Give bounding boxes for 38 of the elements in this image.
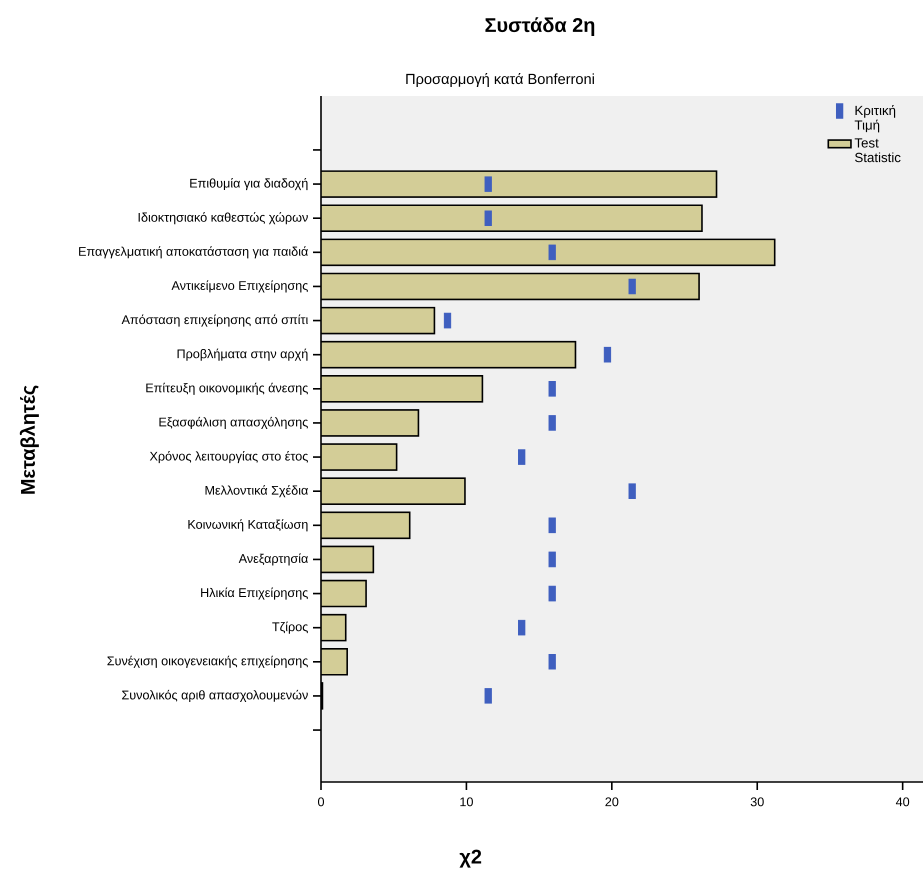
- y-tick-label: Συνολικός αριθ απασχολουμενών: [122, 690, 308, 702]
- y-tick-label: Προβλήματα στην αρχή: [178, 348, 308, 361]
- y-tick-label: Ανεξαρτησία: [238, 553, 308, 566]
- y-tick-label: Επιθυμία για διαδοχή: [190, 178, 308, 190]
- x-tick-label: 30: [750, 797, 764, 806]
- y-tick-label: Ηλικία Επιχείρησης: [201, 587, 308, 600]
- y-tick-label: Επίτευξη οικονομικής άνεσης: [146, 382, 308, 395]
- legend-label: Κριτική Τιμή: [854, 105, 896, 132]
- y-tick-label: Τζίρος: [272, 622, 308, 634]
- x-tick-label: 10: [460, 797, 473, 806]
- y-tick-label: Χρόνος λειτουργίας στο έτος: [150, 450, 308, 464]
- x-tick-label: 0: [318, 797, 324, 806]
- bar: [321, 477, 466, 505]
- chart-title: Συστάδα 2η: [485, 17, 594, 36]
- y-axis-title: Μεταβλητές: [20, 386, 39, 494]
- y-tick-label: Αντικείμενο Επιχείρησης: [172, 280, 308, 293]
- y-tick-label: Εξασφάλιση απασχόλησης: [159, 416, 308, 430]
- x-tick-label: 40: [896, 797, 910, 806]
- bar: [321, 238, 776, 266]
- y-tick-label: Συνέχιση οικογενειακής επιχείρησης: [107, 656, 308, 668]
- y-tick-label: Απόσταση επιχείρησης από σπίτι: [122, 314, 308, 327]
- y-tick-label: Ιδιοκτησιακό καθεστώς χώρων: [138, 212, 308, 224]
- bar: [321, 170, 718, 198]
- bar: [321, 204, 703, 232]
- bar: [321, 340, 576, 368]
- bar: [321, 443, 398, 471]
- bar: [321, 409, 420, 437]
- legend-label: Test Statistic: [854, 138, 901, 162]
- x-tick-label: 20: [605, 797, 618, 806]
- bar: [321, 272, 700, 300]
- chart-subtitle: Προσαρμογή κατά Bonferroni: [406, 72, 594, 87]
- x-axis-title: χ2: [460, 850, 482, 868]
- y-tick-label: Κοινωνική Καταξίωση: [188, 519, 308, 532]
- bar: [321, 306, 436, 334]
- bar: [321, 512, 411, 540]
- y-tick-label: Επαγγελματική αποκατάσταση για παιδιά: [79, 246, 308, 258]
- bar: [321, 375, 484, 403]
- y-tick-label: Μελλοντικά Σχέδια: [206, 485, 308, 498]
